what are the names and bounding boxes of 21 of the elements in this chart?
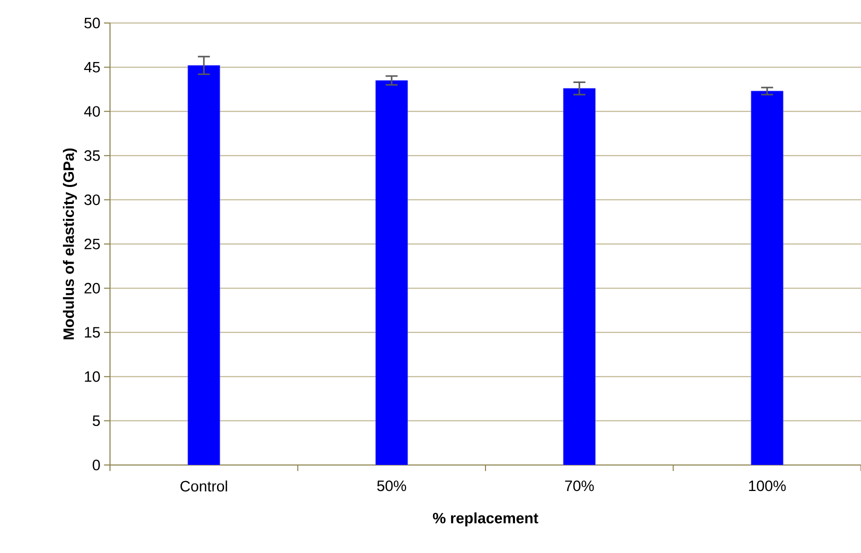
y-tick-label: 20 [84, 282, 100, 294]
y-tick-label: 35 [84, 150, 100, 161]
y-tick-label: 30 [84, 194, 100, 206]
x-tick-label: 50% [377, 480, 406, 492]
bar [375, 80, 408, 465]
bar [563, 88, 596, 465]
y-tick-label: 10 [84, 371, 100, 382]
y-tick-label: 15 [84, 327, 100, 338]
x-tick-label: 70% [565, 480, 594, 492]
bar [750, 90, 784, 465]
y-tick-label: 40 [84, 106, 100, 117]
y-tick-label: 25 [84, 238, 100, 250]
y-tick-label: 5 [92, 416, 100, 426]
x-tick-label: Control [180, 480, 228, 492]
y-tick-label: 50 [84, 18, 100, 28]
x-tick-label: 100% [749, 480, 786, 492]
y-tick-label: 45 [84, 62, 100, 72]
bar [188, 65, 220, 465]
y-tick-label: 0 [92, 460, 100, 470]
y-axis-title: Modulus of elasticity (GPa) [62, 148, 77, 340]
x-axis-title: % replacement [432, 512, 538, 526]
